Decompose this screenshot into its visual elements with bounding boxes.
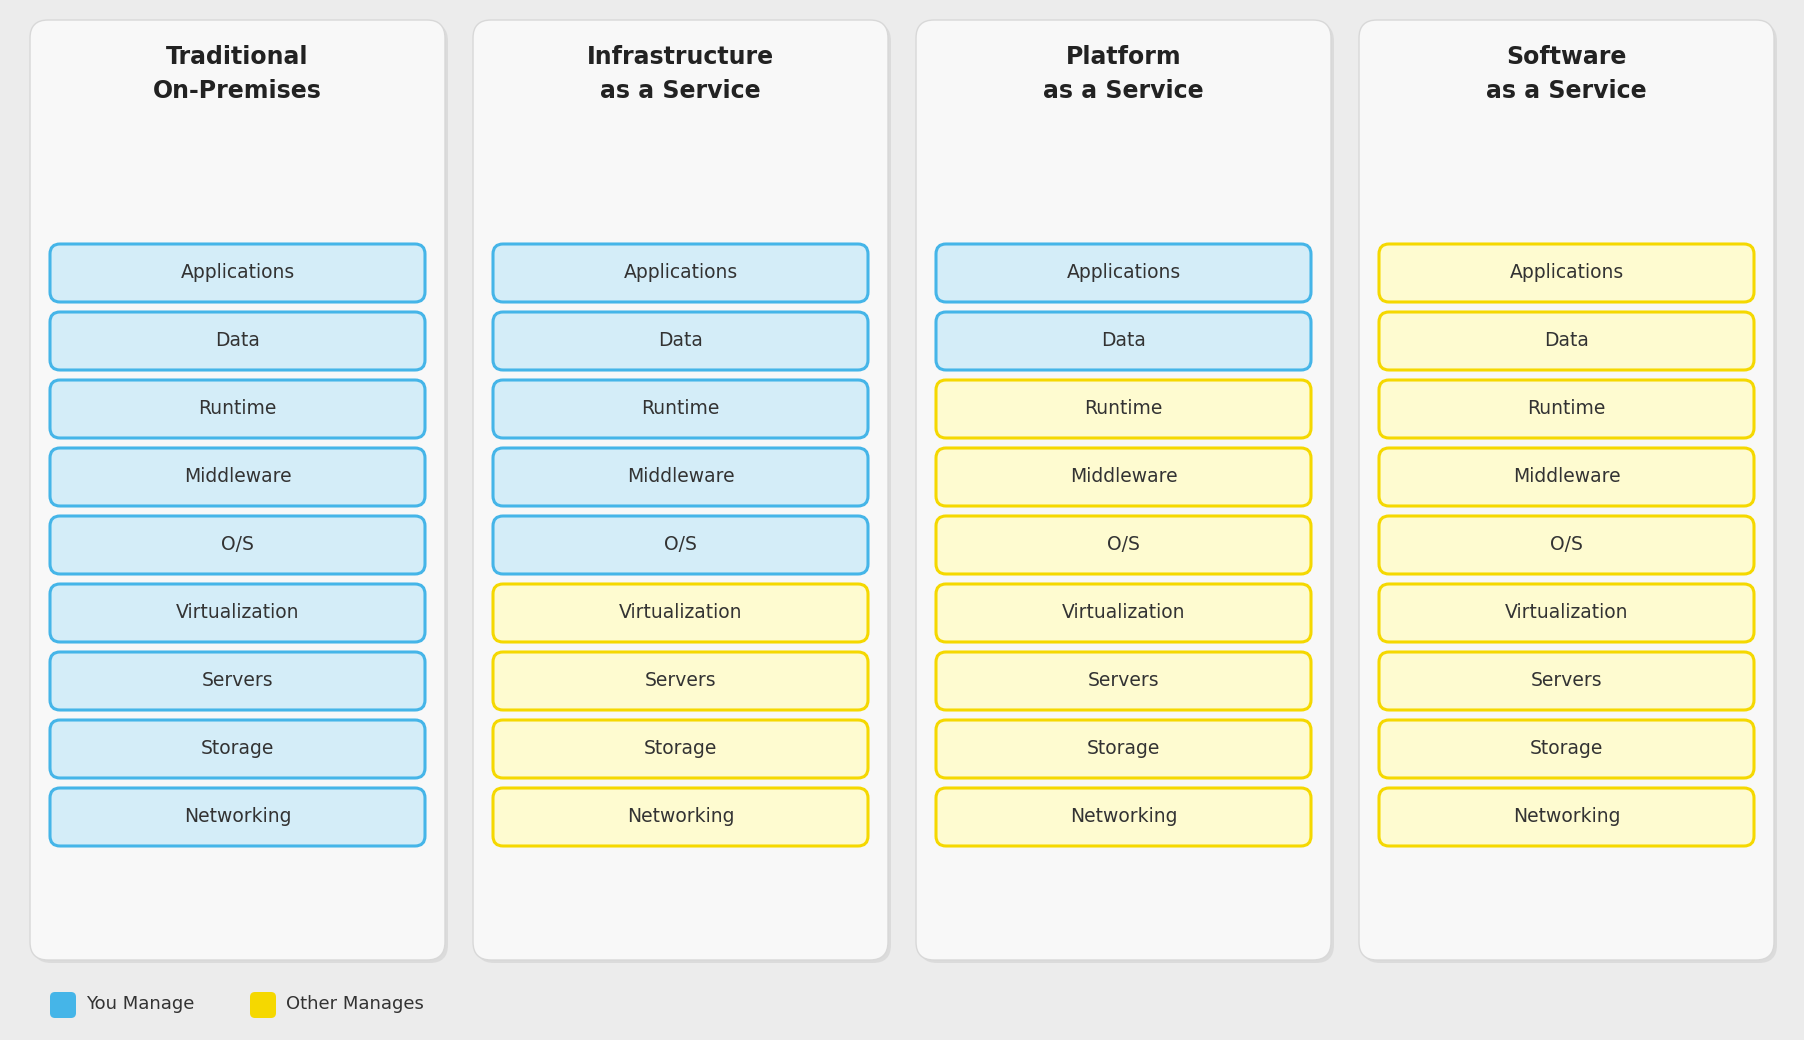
Text: Storage: Storage [644, 739, 718, 758]
Text: Software
as a Service: Software as a Service [1486, 45, 1647, 103]
FancyBboxPatch shape [1378, 516, 1753, 574]
FancyBboxPatch shape [51, 448, 426, 506]
Text: Virtualization: Virtualization [1505, 603, 1629, 623]
FancyBboxPatch shape [1378, 448, 1753, 506]
Text: Other Manages: Other Manages [287, 995, 424, 1013]
FancyBboxPatch shape [936, 380, 1312, 438]
Text: Applications: Applications [180, 263, 294, 283]
FancyBboxPatch shape [936, 312, 1312, 370]
Text: Virtualization: Virtualization [619, 603, 741, 623]
Text: O/S: O/S [222, 536, 254, 554]
FancyBboxPatch shape [51, 720, 426, 778]
FancyBboxPatch shape [1378, 652, 1753, 710]
FancyBboxPatch shape [1378, 244, 1753, 302]
Text: Traditional
On-Premises: Traditional On-Premises [153, 45, 321, 103]
FancyBboxPatch shape [492, 448, 868, 506]
FancyBboxPatch shape [1378, 380, 1753, 438]
FancyBboxPatch shape [473, 20, 888, 960]
Text: You Manage: You Manage [87, 995, 195, 1013]
Text: Applications: Applications [624, 263, 738, 283]
FancyBboxPatch shape [1378, 584, 1753, 642]
Text: Runtime: Runtime [198, 399, 276, 418]
Text: Runtime: Runtime [1528, 399, 1606, 418]
FancyBboxPatch shape [916, 20, 1331, 960]
Text: Middleware: Middleware [1070, 468, 1178, 487]
FancyBboxPatch shape [51, 788, 426, 846]
Text: Middleware: Middleware [626, 468, 734, 487]
FancyBboxPatch shape [936, 448, 1312, 506]
Text: Servers: Servers [644, 672, 716, 691]
FancyBboxPatch shape [51, 992, 76, 1018]
FancyBboxPatch shape [1378, 720, 1753, 778]
Text: Networking: Networking [626, 807, 734, 827]
FancyBboxPatch shape [492, 244, 868, 302]
FancyBboxPatch shape [918, 23, 1333, 963]
FancyBboxPatch shape [936, 788, 1312, 846]
FancyBboxPatch shape [1358, 20, 1773, 960]
Text: Middleware: Middleware [1514, 468, 1620, 487]
Text: Servers: Servers [1530, 672, 1602, 691]
FancyBboxPatch shape [936, 652, 1312, 710]
FancyBboxPatch shape [1378, 788, 1753, 846]
FancyBboxPatch shape [51, 244, 426, 302]
Text: Storage: Storage [1086, 739, 1160, 758]
FancyBboxPatch shape [51, 312, 426, 370]
Text: Infrastructure
as a Service: Infrastructure as a Service [586, 45, 774, 103]
FancyBboxPatch shape [936, 720, 1312, 778]
Text: Networking: Networking [184, 807, 290, 827]
Text: Virtualization: Virtualization [1063, 603, 1185, 623]
Text: Data: Data [1544, 332, 1589, 350]
FancyBboxPatch shape [492, 788, 868, 846]
Text: Servers: Servers [1088, 672, 1160, 691]
FancyBboxPatch shape [492, 312, 868, 370]
Text: Networking: Networking [1514, 807, 1620, 827]
FancyBboxPatch shape [1362, 23, 1777, 963]
FancyBboxPatch shape [51, 516, 426, 574]
Text: O/S: O/S [664, 536, 696, 554]
Text: Applications: Applications [1510, 263, 1624, 283]
FancyBboxPatch shape [492, 380, 868, 438]
FancyBboxPatch shape [51, 380, 426, 438]
FancyBboxPatch shape [476, 23, 891, 963]
FancyBboxPatch shape [251, 992, 276, 1018]
FancyBboxPatch shape [936, 516, 1312, 574]
FancyBboxPatch shape [492, 516, 868, 574]
FancyBboxPatch shape [492, 720, 868, 778]
FancyBboxPatch shape [1378, 312, 1753, 370]
Text: Data: Data [1100, 332, 1146, 350]
FancyBboxPatch shape [51, 652, 426, 710]
Text: Applications: Applications [1066, 263, 1180, 283]
Text: Servers: Servers [202, 672, 274, 691]
Text: Runtime: Runtime [1084, 399, 1164, 418]
FancyBboxPatch shape [936, 244, 1312, 302]
FancyBboxPatch shape [492, 584, 868, 642]
FancyBboxPatch shape [51, 584, 426, 642]
Text: Virtualization: Virtualization [175, 603, 299, 623]
Text: Storage: Storage [200, 739, 274, 758]
FancyBboxPatch shape [936, 584, 1312, 642]
Text: Platform
as a Service: Platform as a Service [1043, 45, 1203, 103]
FancyBboxPatch shape [31, 20, 446, 960]
Text: Runtime: Runtime [640, 399, 720, 418]
FancyBboxPatch shape [32, 23, 447, 963]
FancyBboxPatch shape [492, 652, 868, 710]
Text: Data: Data [658, 332, 704, 350]
Text: Data: Data [215, 332, 260, 350]
Text: Networking: Networking [1070, 807, 1178, 827]
Text: Middleware: Middleware [184, 468, 290, 487]
Text: Storage: Storage [1530, 739, 1604, 758]
Text: O/S: O/S [1550, 536, 1582, 554]
Text: O/S: O/S [1108, 536, 1140, 554]
